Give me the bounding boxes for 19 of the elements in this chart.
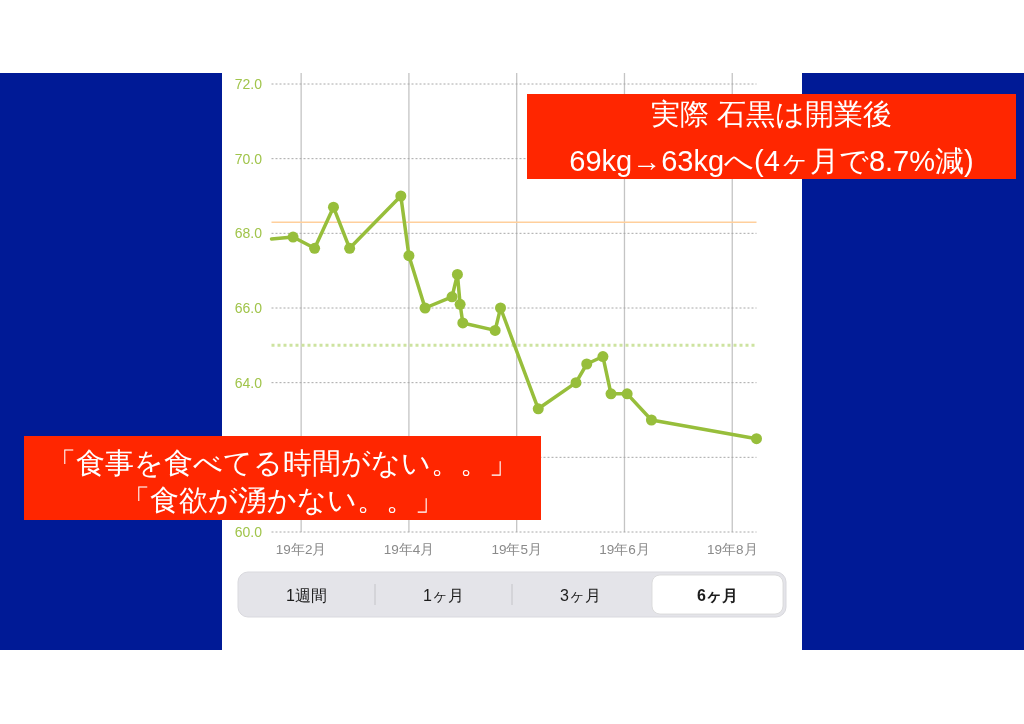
text: 実際 石黒は開業後 [650, 98, 893, 130]
y-tick-label: 72.0 [234, 76, 263, 92]
x-tick-label: 19年2月 [275, 542, 327, 557]
text: 69kg→63kgへ(4ヶ月で8.7%減) [569, 145, 974, 177]
y-tick-label: 60.0 [234, 524, 263, 540]
y-tick-label: 66.0 [234, 300, 263, 316]
x-tick-label: 19年6月 [599, 542, 650, 557]
text: 1週間 [286, 587, 327, 604]
x-tick-label: 19年8月 [706, 542, 758, 557]
y-tick-label: 70.0 [234, 150, 263, 167]
y-tick-label: 68.0 [234, 225, 263, 242]
text: 1ヶ月 [423, 587, 464, 604]
text: 6ヶ月 [697, 587, 738, 604]
x-tick-label: 19年4月 [383, 542, 435, 557]
annotation: 「食事を食べてる時間がない。。」 [47, 447, 518, 479]
annotation: 「食欲が湧かない。。」 [121, 484, 444, 516]
y-tick-label: 64.0 [234, 374, 263, 391]
text: 3ヶ月 [560, 587, 601, 604]
x-tick-label: 19年5月 [491, 542, 542, 557]
